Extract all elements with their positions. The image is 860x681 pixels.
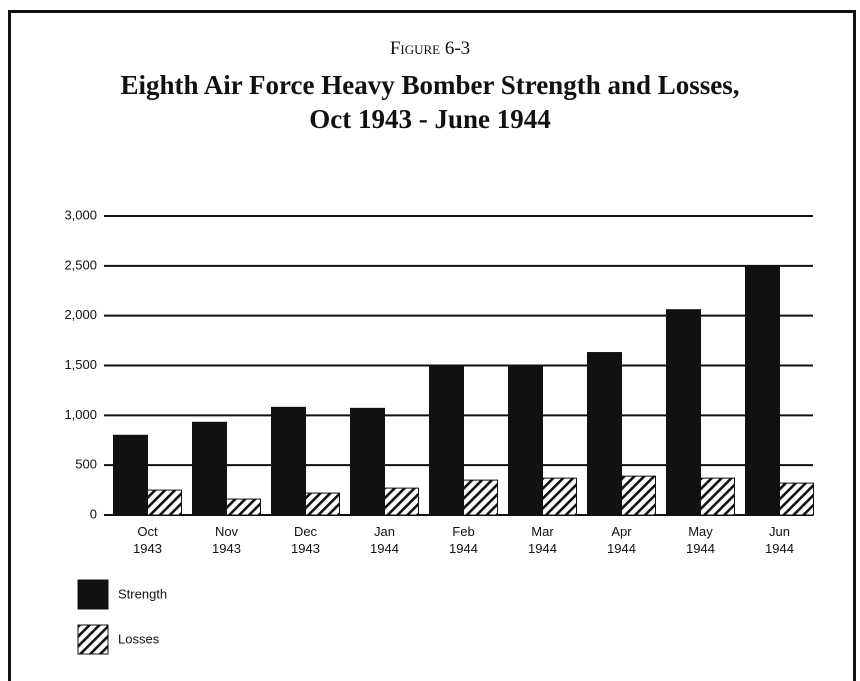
bar <box>192 421 227 516</box>
bar <box>305 492 340 516</box>
bar <box>621 475 656 516</box>
legend-swatch <box>77 579 109 610</box>
y-tick-label: 1,000 <box>64 407 97 422</box>
bar <box>226 498 261 516</box>
bar <box>147 489 182 516</box>
y-tick-label: 500 <box>75 457 97 472</box>
x-tick-label: Feb 1944 <box>449 524 478 556</box>
bar <box>463 479 498 516</box>
figure-label: Figure 6-3 <box>389 38 471 59</box>
bar <box>587 352 622 516</box>
x-tick-label: Dec 1943 <box>291 524 320 556</box>
frame-top <box>8 10 856 13</box>
bar <box>542 477 577 516</box>
bar <box>271 406 306 516</box>
bar <box>666 309 701 516</box>
x-tick-label: May 1944 <box>686 524 715 556</box>
bar <box>113 434 148 516</box>
bar <box>779 482 814 516</box>
y-tick-label: 1,500 <box>64 357 97 372</box>
x-tick-label: Mar 1944 <box>528 524 557 556</box>
y-tick-label: 3,000 <box>64 207 97 222</box>
legend-label: Strength <box>118 586 167 601</box>
chart-title: Eighth Air Force Heavy Bomber Strength a… <box>120 70 740 100</box>
bar <box>700 477 735 516</box>
bar <box>350 407 385 516</box>
x-tick-label: Jun 1944 <box>765 524 794 556</box>
y-tick-label: 2,000 <box>64 307 97 322</box>
x-tick-label: Oct 1943 <box>133 524 162 556</box>
y-tick-label: 0 <box>90 506 97 521</box>
bar <box>429 365 464 516</box>
bar <box>384 487 419 516</box>
y-tick-label: 2,500 <box>64 257 97 272</box>
legend-label: Losses <box>118 631 160 646</box>
legend-swatch <box>77 624 109 655</box>
x-tick-label: Nov 1943 <box>212 524 241 556</box>
frame-left <box>8 10 11 681</box>
x-tick-label: Apr 1944 <box>607 524 636 556</box>
bar <box>508 365 543 516</box>
x-tick-label: Jan 1944 <box>370 524 399 556</box>
frame-right <box>853 10 856 681</box>
chart-title: Oct 1943 - June 1944 <box>309 104 551 134</box>
bar <box>745 266 780 516</box>
